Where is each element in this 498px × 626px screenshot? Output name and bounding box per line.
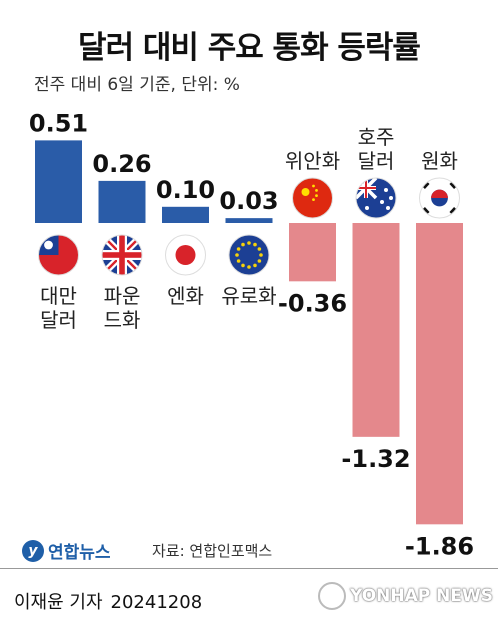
watermark-logo-icon bbox=[318, 582, 346, 610]
bar bbox=[225, 218, 273, 223]
data-label: 0.26 bbox=[92, 150, 151, 178]
data-label: 0.03 bbox=[219, 187, 278, 215]
category-label: 드화 bbox=[104, 308, 141, 332]
category-label: 파운 bbox=[104, 284, 141, 308]
data-label: 0.51 bbox=[29, 109, 88, 137]
category-label: 유로화 bbox=[221, 284, 276, 308]
yonhap-logo: y 연합뉴스 bbox=[22, 538, 111, 563]
category-label: 엔화 bbox=[167, 284, 204, 308]
category-label: 대만 bbox=[40, 284, 77, 308]
category-label: 위안화 bbox=[285, 149, 340, 173]
reporter-name: 이재윤 기자 bbox=[14, 592, 103, 613]
japan-flag-icon bbox=[165, 235, 206, 275]
footer-divider bbox=[0, 568, 498, 569]
data-label: -0.36 bbox=[278, 289, 347, 317]
eu-flag-icon bbox=[229, 235, 269, 275]
data-label: -1.86 bbox=[405, 532, 474, 560]
data-label: -1.32 bbox=[341, 445, 410, 473]
chart-subtitle: 전주 대비 6일 기준, 단위: % bbox=[34, 75, 240, 95]
chart-title: 달러 대비 주요 통화 등락률 bbox=[78, 30, 421, 66]
korea-flag-icon bbox=[419, 178, 460, 218]
bar bbox=[352, 223, 400, 437]
yonhap-logo-icon: y bbox=[22, 539, 44, 562]
australia-flag-icon bbox=[356, 178, 396, 218]
publish-date: 20241208 bbox=[110, 592, 203, 613]
bar bbox=[162, 206, 209, 223]
bar bbox=[289, 223, 336, 282]
bar bbox=[35, 140, 82, 223]
china-flag-icon bbox=[292, 178, 333, 218]
yonhap-watermark: YONHAP NEWS bbox=[318, 582, 493, 610]
uk-flag-icon bbox=[102, 235, 142, 275]
category-label: 원화 bbox=[421, 149, 458, 173]
reporter-credit: 이재윤 기자 20241208 bbox=[14, 588, 202, 614]
source-note: 자료: 연합인포맥스 bbox=[152, 542, 273, 560]
bar bbox=[416, 223, 463, 525]
watermark-text: YONHAP NEWS bbox=[350, 586, 493, 606]
data-label: 0.10 bbox=[156, 176, 215, 204]
taiwan-flag-icon bbox=[38, 235, 79, 275]
category-label: 호주 bbox=[358, 125, 395, 149]
category-label: 달러 bbox=[358, 149, 395, 173]
category-label: 달러 bbox=[40, 308, 77, 332]
logo-text: 연합뉴스 bbox=[48, 543, 111, 563]
bar bbox=[98, 180, 146, 223]
